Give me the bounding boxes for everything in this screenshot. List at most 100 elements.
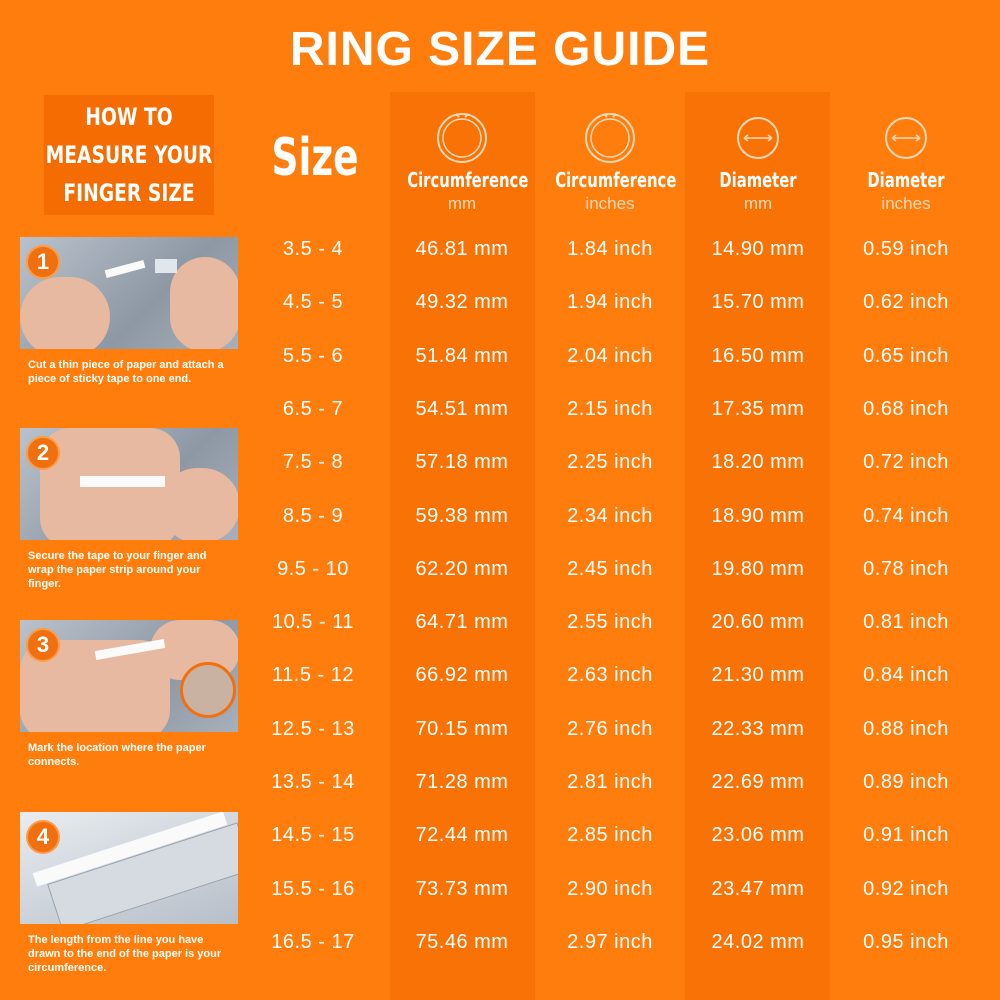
table-row: 6.5 - 7 54.51 mm 2.15 inch 17.35 mm 0.68 inc… xyxy=(0,398,1000,451)
step-3: 3 Mark the location where the paper conn… xyxy=(20,620,238,769)
step-4: 4 The length from the line you have draw… xyxy=(20,812,238,975)
cell-circumference-inches: 1.84 inch xyxy=(567,238,653,260)
ring-icon xyxy=(585,113,635,163)
cell-size: 4.5 - 5 xyxy=(282,291,344,314)
cell-circumference-mm: 49.32 mm xyxy=(415,291,509,314)
cell-circumference-inches: 2.15 inch xyxy=(567,397,653,420)
cell-size: 12.5 - 13 xyxy=(271,717,355,740)
cell-diameter-inches: 0.95 inch xyxy=(863,930,949,953)
cell-size: 11.5 - 12 xyxy=(272,664,354,687)
table-row: 11.5 - 12 66.92 mm 2.63 inch 21.30 mm 0.84 i… xyxy=(0,664,1000,717)
cell-circumference-mm: 46.81 mm xyxy=(415,238,509,260)
cell-circumference-mm: 70.15 mm xyxy=(415,717,509,740)
cell-circumference-mm: 54.51 mm xyxy=(415,397,509,420)
cell-diameter-mm: 14.90 mm xyxy=(711,238,805,260)
table-row: 4.5 - 5 49.32 mm 1.94 inch 15.70 mm 0.62 inc… xyxy=(0,291,1000,344)
cell-diameter-mm: 22.69 mm xyxy=(711,771,805,793)
table-row: 8.5 - 9 59.38 mm 2.34 inch 18.90 mm 0.74 inc… xyxy=(0,505,1000,558)
step-number: 1 xyxy=(26,245,60,279)
cell-diameter-inches: 0.59 inch xyxy=(863,238,949,260)
cell-diameter-inches: 0.88 inch xyxy=(863,717,949,740)
step-image: 4 xyxy=(20,812,238,924)
step-number: 2 xyxy=(26,436,60,470)
cell-diameter-inches: 0.78 inch xyxy=(863,557,949,580)
cell-size: 16.5 - 17 xyxy=(271,930,355,953)
cell-diameter-inches: 0.62 inch xyxy=(863,291,949,314)
cell-circumference-mm: 71.28 mm xyxy=(415,771,509,793)
step-image: 2 xyxy=(20,428,238,540)
table-row: 13.5 - 14 71.28 mm 2.81 inch 22.69 mm 0.89 i… xyxy=(0,771,1000,824)
cell-circumference-mm: 59.38 mm xyxy=(415,504,509,527)
cell-diameter-mm: 21.30 mm xyxy=(711,664,805,687)
cell-circumference-mm: 57.18 mm xyxy=(415,451,509,474)
cell-diameter-inches: 0.68 inch xyxy=(863,397,949,420)
cell-diameter-mm: 19.80 mm xyxy=(711,557,805,580)
step-number: 3 xyxy=(26,628,60,662)
size-header: Size xyxy=(271,128,359,188)
step-caption: Mark the location where the paper connec… xyxy=(28,742,206,768)
header-circumference-mm: Circumference mm xyxy=(388,108,536,214)
table-row: 3.5 - 4 46.81 mm 1.84 inch 14.90 mm 0.59 inc… xyxy=(0,238,1000,291)
table-row: 7.5 - 8 57.18 mm 2.25 inch 18.20 mm 0.72 inc… xyxy=(0,451,1000,504)
step-1: 1 Cut a thin piece of paper and attach a… xyxy=(20,237,238,386)
cell-circumference-inches: 2.97 inch xyxy=(567,930,653,953)
cell-size: 5.5 - 6 xyxy=(282,344,344,367)
cell-diameter-inches: 0.81 inch xyxy=(863,611,949,634)
table-row: 5.5 - 6 51.84 mm 2.04 inch 16.50 mm 0.65 inc… xyxy=(0,345,1000,398)
cell-size: 7.5 - 8 xyxy=(282,451,344,474)
cell-diameter-mm: 16.50 mm xyxy=(711,344,805,367)
cell-diameter-mm: 22.33 mm xyxy=(711,717,805,740)
header-diameter-mm: Diameter mm xyxy=(684,108,832,214)
cell-circumference-inches: 2.55 inch xyxy=(567,611,653,634)
how-to-heading: HOW TO MEASURE YOUR FINGER SIZE xyxy=(43,95,215,215)
table-row: 16.5 - 17 75.46 mm 2.97 inch 24.02 mm 0.95 i… xyxy=(0,931,1000,984)
cell-size: 9.5 - 10 xyxy=(277,557,349,580)
step-caption: The length from the line you have drawn … xyxy=(28,934,222,974)
cell-circumference-inches: 2.76 inch xyxy=(567,717,653,740)
cell-circumference-inches: 2.85 inch xyxy=(567,824,653,847)
cell-circumference-inches: 2.34 inch xyxy=(567,504,653,527)
cell-circumference-mm: 51.84 mm xyxy=(415,344,509,367)
cell-size: 6.5 - 7 xyxy=(282,397,344,420)
table-row: 14.5 - 15 72.44 mm 2.85 inch 23.06 mm 0.91 i… xyxy=(0,824,1000,877)
cell-diameter-mm: 17.35 mm xyxy=(711,397,805,420)
cell-diameter-inches: 0.72 inch xyxy=(863,451,949,474)
cell-diameter-mm: 18.90 mm xyxy=(711,504,805,527)
cell-diameter-mm: 15.70 mm xyxy=(711,291,805,314)
cell-diameter-inches: 0.74 inch xyxy=(863,504,949,527)
column-panel-diameter-mm xyxy=(685,92,830,1000)
ring-icon xyxy=(437,113,487,163)
cell-size: 14.5 - 15 xyxy=(271,824,355,847)
cell-circumference-mm: 64.71 mm xyxy=(415,611,509,634)
cell-diameter-mm: 20.60 mm xyxy=(711,611,805,634)
step-image: 3 xyxy=(20,620,238,732)
diameter-icon xyxy=(737,117,779,159)
cell-diameter-mm: 23.06 mm xyxy=(711,824,805,847)
cell-circumference-mm: 72.44 mm xyxy=(415,824,509,847)
cell-size: 8.5 - 9 xyxy=(282,504,344,527)
cell-circumference-inches: 2.25 inch xyxy=(567,451,653,474)
page-title: RING SIZE GUIDE xyxy=(289,23,711,76)
table-row: 10.5 - 11 64.71 mm 2.55 inch 20.60 mm 0.81 i… xyxy=(0,611,1000,664)
cell-circumference-mm: 73.73 mm xyxy=(415,877,509,900)
cell-circumference-inches: 2.63 inch xyxy=(567,664,653,687)
cell-size: 15.5 - 16 xyxy=(271,877,355,900)
table-row: 9.5 - 10 62.20 mm 2.45 inch 19.80 mm 0.78 in… xyxy=(0,558,1000,611)
cell-size: 3.5 - 4 xyxy=(282,238,344,260)
cell-circumference-inches: 2.04 inch xyxy=(567,344,653,367)
header-circumference-inches: Circumference inches xyxy=(536,108,684,214)
diameter-icon xyxy=(885,117,927,159)
step-caption: Cut a thin piece of paper and attach a p… xyxy=(28,359,224,385)
cell-diameter-inches: 0.84 inch xyxy=(863,664,949,687)
table-row: 12.5 - 13 70.15 mm 2.76 inch 22.33 mm 0.88 i… xyxy=(0,718,1000,771)
cell-circumference-inches: 1.94 inch xyxy=(567,291,653,314)
column-panel-circumference-mm xyxy=(390,92,535,1000)
cell-diameter-mm: 23.47 mm xyxy=(711,877,805,900)
cell-circumference-inches: 2.45 inch xyxy=(567,557,653,580)
cell-circumference-mm: 75.46 mm xyxy=(415,930,509,953)
cell-diameter-inches: 0.65 inch xyxy=(863,344,949,367)
step-number: 4 xyxy=(26,820,60,854)
cell-size: 13.5 - 14 xyxy=(271,771,355,793)
header-diameter-inches: Diameter inches xyxy=(832,108,980,214)
step-caption: Secure the tape to your finger and wrap … xyxy=(28,550,207,590)
